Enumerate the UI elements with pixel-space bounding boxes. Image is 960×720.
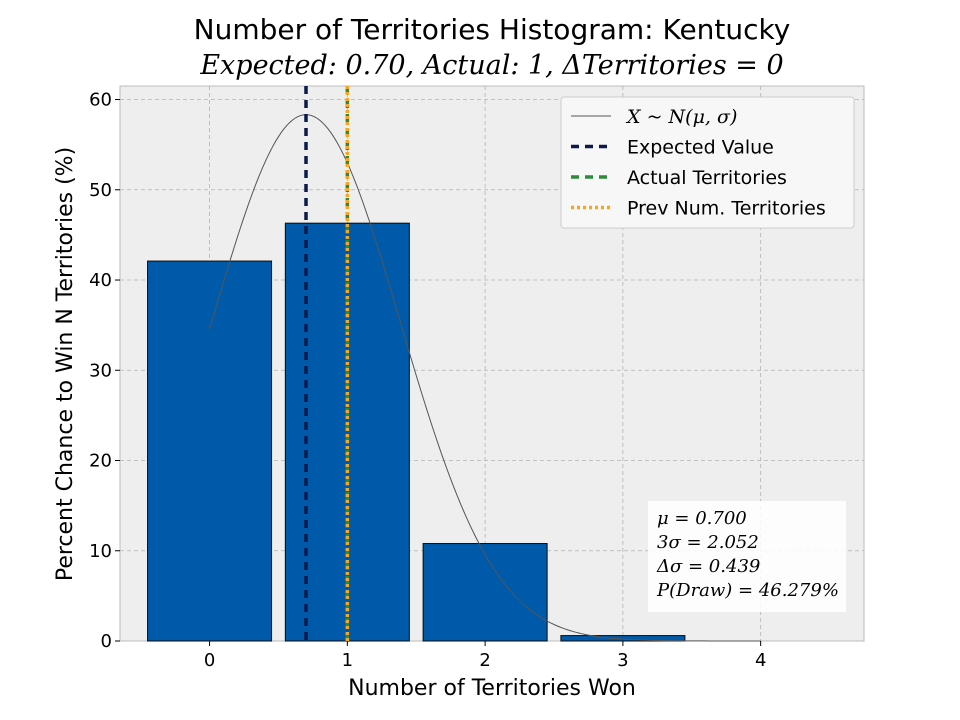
bars bbox=[147, 222, 686, 642]
bar-2 bbox=[422, 543, 548, 642]
stats-box-background bbox=[648, 501, 846, 612]
y-axis-label: Percent Chance to Win N Territories (%) bbox=[53, 147, 78, 581]
legend-label: Actual Territories bbox=[627, 167, 787, 189]
y-tick-labels: 0 10 20 30 40 50 60 bbox=[89, 90, 120, 652]
chart-subtitle: Expected: 0.70, Actual: 1, ΔTerritories … bbox=[199, 50, 783, 81]
chart-title: Number of Territories Histogram: Kentuck… bbox=[194, 13, 791, 46]
legend-label: X ~ N(μ, σ) bbox=[625, 106, 737, 128]
y-tick-label: 40 bbox=[89, 270, 112, 291]
y-tick-label: 0 bbox=[101, 631, 112, 652]
x-tick-label: 2 bbox=[479, 650, 490, 671]
reference-lines bbox=[304, 86, 350, 641]
normal-curve bbox=[209, 114, 761, 642]
legend-label: Expected Value bbox=[627, 137, 774, 159]
stats-line: μ = 0.700 bbox=[657, 508, 747, 529]
x-tick-label: 3 bbox=[617, 650, 628, 671]
legend: X ~ N(μ, σ) Expected Value Actual Territor… bbox=[560, 96, 855, 229]
x-tick-label: 4 bbox=[755, 650, 766, 671]
x-tick-label: 1 bbox=[342, 650, 353, 671]
y-tick-label: 10 bbox=[89, 541, 112, 562]
y-tick-label: 60 bbox=[89, 90, 112, 111]
stats-line: Δσ = 0.439 bbox=[656, 556, 760, 577]
legend-label: Prev Num. Territories bbox=[627, 198, 826, 220]
stats-line: 3σ = 2.052 bbox=[657, 532, 759, 553]
y-tick-label: 30 bbox=[89, 360, 112, 381]
legend-box bbox=[560, 96, 855, 229]
y-tick-label: 20 bbox=[89, 451, 112, 472]
x-tick-label: 0 bbox=[204, 650, 215, 671]
bar-0 bbox=[147, 260, 273, 642]
x-axis-label: Number of Territories Won bbox=[348, 676, 636, 701]
y-tick-label: 50 bbox=[89, 180, 112, 201]
stats-box: μ = 0.700 3σ = 2.052 Δσ = 0.439 P(Draw) = 4… bbox=[648, 501, 846, 612]
stats-line: P(Draw) = 46.279% bbox=[656, 580, 839, 601]
normal-curve-line bbox=[209, 114, 761, 642]
x-tick-labels: 0 1 2 3 4 bbox=[204, 641, 766, 671]
